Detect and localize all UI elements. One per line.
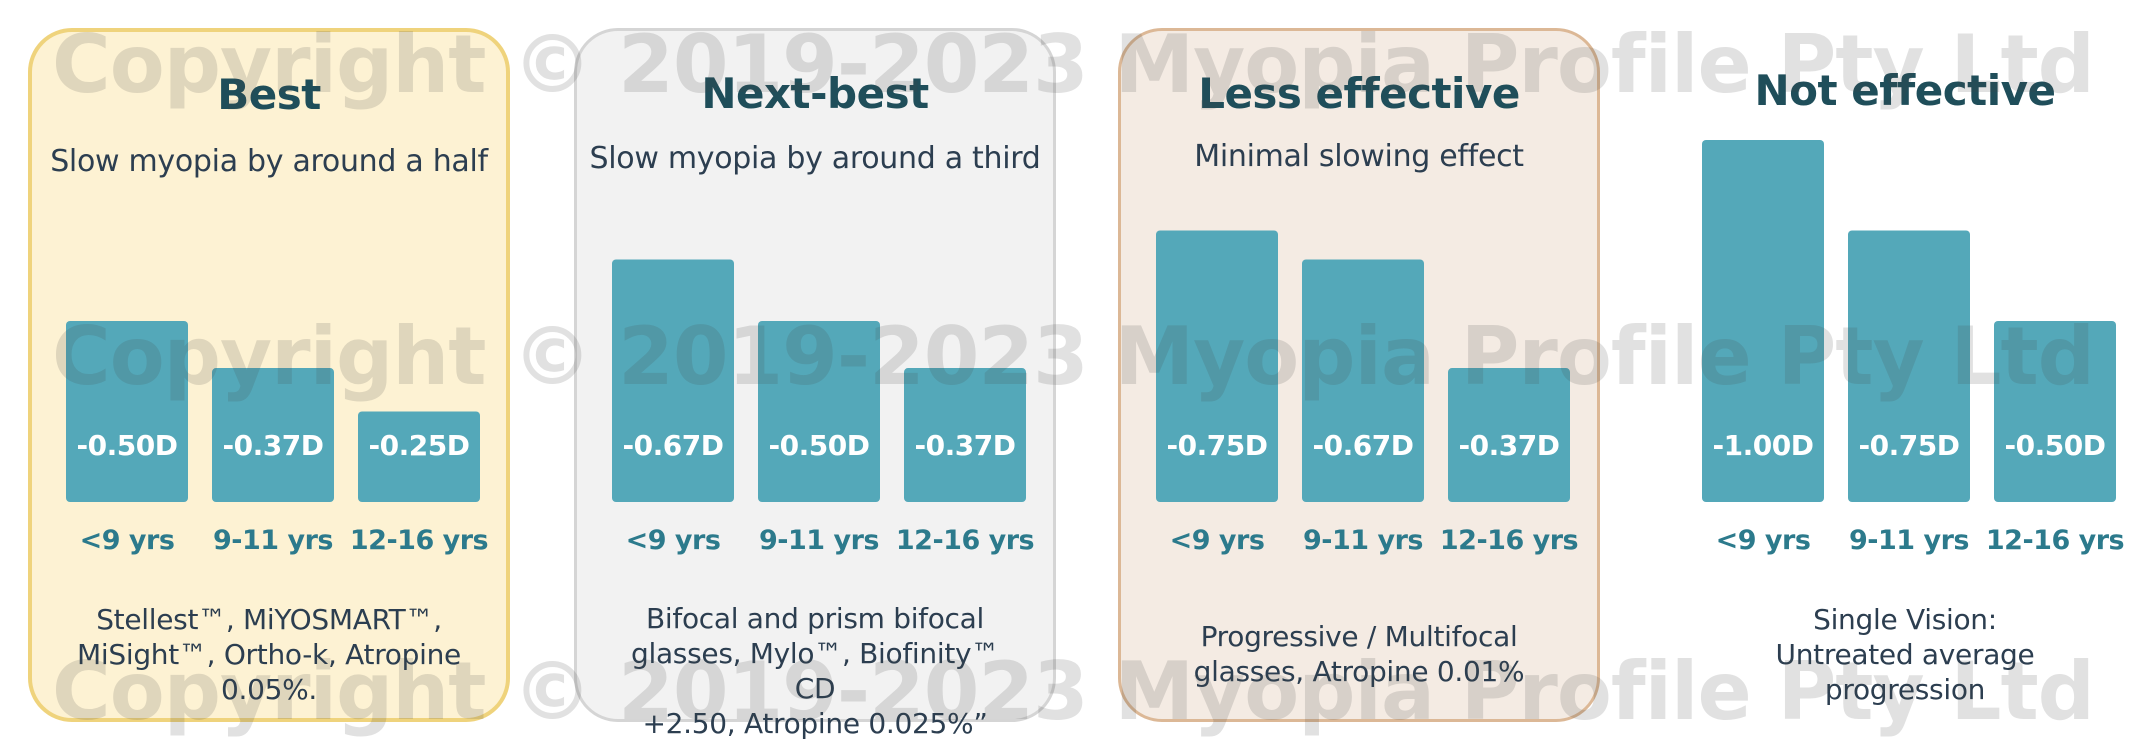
bar: [1156, 230, 1278, 502]
footnote-line: 0.05%.: [220, 673, 318, 706]
category-label: 12-16 yrs: [350, 525, 488, 556]
panel-title: Best: [217, 70, 321, 119]
category-label: <9 yrs: [80, 525, 175, 556]
bar-chart: -1.00D <9 yrs -0.75D 9-11 yrs -0.50D 12-16 yr…: [1702, 140, 2125, 556]
bar: [1848, 230, 1970, 502]
bar-value-label: -0.75D: [1167, 429, 1268, 462]
bar: [904, 368, 1026, 502]
bar-value-label: -0.37D: [1459, 429, 1560, 462]
panel-title: Next-best: [701, 69, 929, 118]
bar-value-label: -0.50D: [2005, 429, 2106, 462]
bar-value-label: -0.75D: [1859, 429, 1960, 462]
bar: [1448, 368, 1570, 502]
panel-subtitle: Slow myopia by around a half: [50, 144, 488, 179]
category-label: 9-11 yrs: [1303, 525, 1423, 556]
bar-value-label: -0.67D: [1313, 429, 1414, 462]
bar: [1994, 321, 2116, 502]
footnote-line: progression: [1824, 673, 1986, 706]
bar: [1702, 140, 1824, 502]
bar-value-label: -0.37D: [915, 429, 1016, 462]
panel-title: Not effective: [1754, 66, 2056, 115]
panel-footnote: Progressive / Multifocal glasses, Atropi…: [1151, 619, 1567, 689]
bar: [612, 259, 734, 502]
footnote-line: MiSight™, Ortho-k, Atropine: [77, 638, 461, 671]
bar-chart: -0.50D <9 yrs -0.37D 9-11 yrs -0.25D 12-16 yr…: [66, 321, 489, 556]
bar: [66, 321, 188, 502]
category-label: <9 yrs: [626, 525, 721, 556]
bar-chart: -0.67D <9 yrs -0.50D 9-11 yrs -0.37D 12-16 yr…: [612, 259, 1035, 556]
footnote-line: Bifocal and prism bifocal: [646, 602, 984, 635]
panel-footnote: Stellest™, MiYOSMART™, MiSight™, Ortho-k…: [62, 602, 476, 707]
category-label: <9 yrs: [1716, 525, 1811, 556]
footnote-line: Single Vision:: [1813, 603, 1997, 636]
bar: [758, 321, 880, 502]
category-label: <9 yrs: [1170, 525, 1265, 556]
footnote-line: glasses, Mylo™, Biofinity™ CD: [631, 637, 999, 705]
category-label: 12-16 yrs: [1440, 525, 1578, 556]
footnote-line: glasses, Atropine 0.01%: [1193, 655, 1525, 688]
bar-value-label: -0.50D: [77, 429, 178, 462]
bar-value-label: -0.67D: [623, 429, 724, 462]
bar-chart: -0.75D <9 yrs -0.67D 9-11 yrs -0.37D 12-16 yr…: [1156, 230, 1579, 556]
panel-title: Less effective: [1198, 69, 1520, 118]
footnote-line: Stellest™, MiYOSMART™,: [96, 603, 442, 636]
panel-footnote: Bifocal and prism bifocal glasses, Mylo™…: [607, 601, 1023, 741]
footnote-line: Untreated average: [1775, 638, 2035, 671]
footnote-line: +2.50, Atropine 0.025%”: [642, 707, 988, 740]
category-label: 9-11 yrs: [1849, 525, 1969, 556]
panel-footnote: Single Vision: Untreated average progres…: [1694, 602, 2116, 707]
bar: [1302, 259, 1424, 502]
bar-value-label: -0.25D: [369, 429, 470, 462]
panel-subtitle: Slow myopia by around a third: [589, 141, 1041, 176]
bar-value-label: -0.50D: [769, 429, 870, 462]
bar-value-label: -0.37D: [223, 429, 324, 462]
category-label: 12-16 yrs: [1986, 525, 2124, 556]
category-label: 9-11 yrs: [759, 525, 879, 556]
footnote-line: Progressive / Multifocal: [1200, 620, 1518, 653]
category-label: 12-16 yrs: [896, 525, 1034, 556]
category-label: 9-11 yrs: [213, 525, 333, 556]
bar: [212, 368, 334, 502]
bar: [358, 411, 480, 502]
bar-value-label: -1.00D: [1713, 429, 1814, 462]
panel-subtitle: Minimal slowing effect: [1194, 139, 1524, 174]
